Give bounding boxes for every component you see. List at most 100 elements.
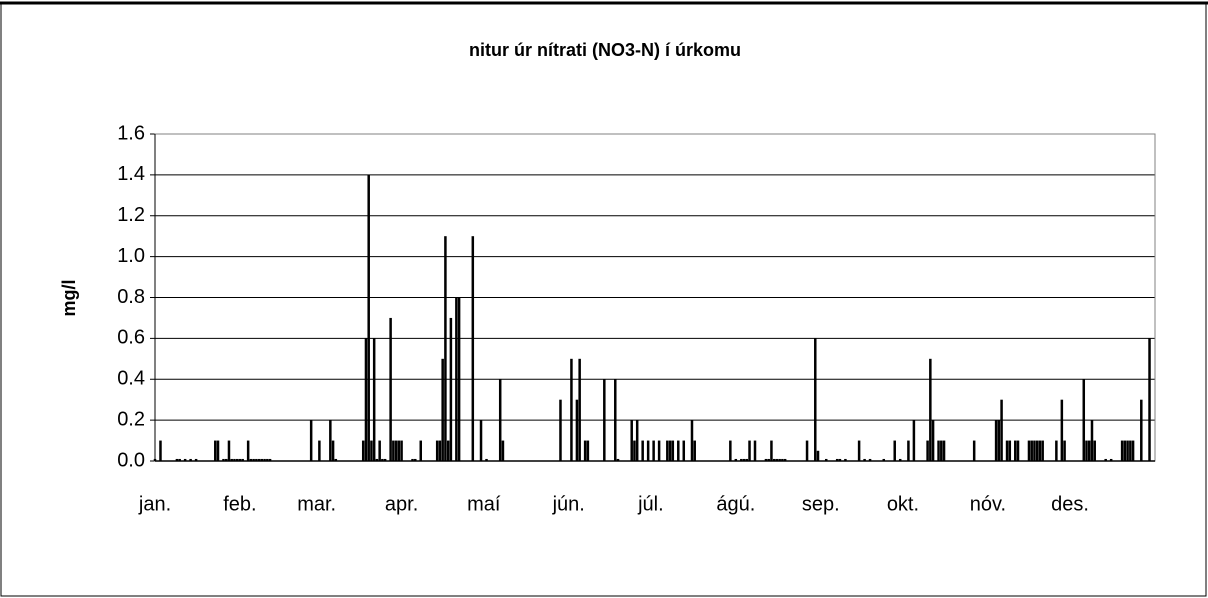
bar xyxy=(748,440,751,461)
bar xyxy=(485,458,488,461)
bar xyxy=(233,458,236,461)
bar xyxy=(400,440,403,461)
bar xyxy=(255,458,258,461)
bar xyxy=(857,440,861,461)
bar xyxy=(772,458,776,461)
bar xyxy=(378,440,381,461)
bar xyxy=(586,440,590,461)
x-tick-label: okt. xyxy=(887,493,919,515)
x-tick-label: jan. xyxy=(138,493,171,515)
bar xyxy=(364,338,368,461)
bar xyxy=(189,458,192,461)
bar xyxy=(1033,440,1036,461)
x-tick-label: júl. xyxy=(637,493,664,515)
bar xyxy=(249,458,253,461)
bar xyxy=(389,317,392,461)
bar xyxy=(238,458,242,461)
bar xyxy=(753,440,757,461)
chart-frame xyxy=(0,3,1207,597)
bar xyxy=(742,458,746,461)
bar xyxy=(1109,458,1113,461)
bar xyxy=(641,440,644,461)
bar xyxy=(260,458,264,461)
x-tick-label: des. xyxy=(1051,493,1089,515)
bar xyxy=(668,440,672,461)
bar xyxy=(816,450,820,461)
bar xyxy=(414,458,417,461)
bar xyxy=(603,379,606,461)
bar xyxy=(652,440,655,461)
bar xyxy=(1005,440,1009,461)
bar xyxy=(501,440,505,461)
bar xyxy=(1090,420,1094,461)
bar xyxy=(575,399,579,461)
bar xyxy=(690,420,694,461)
y-tick-label: 0.0 xyxy=(117,449,145,471)
bar xyxy=(671,440,675,461)
bar xyxy=(929,358,932,461)
bar xyxy=(455,297,458,461)
bar xyxy=(942,440,946,461)
bar xyxy=(614,379,617,461)
bar xyxy=(578,358,581,461)
bar xyxy=(666,440,669,461)
bar xyxy=(372,338,376,461)
chart-title: nitur úr nítrati (NO3-N) í úrkomu xyxy=(469,40,741,60)
bar xyxy=(931,420,935,461)
bar xyxy=(441,358,444,461)
bar xyxy=(657,440,661,461)
bar xyxy=(1027,440,1031,461)
bar xyxy=(194,458,198,461)
bar xyxy=(216,440,220,461)
bar xyxy=(498,379,502,461)
x-tick-label: ágú. xyxy=(716,493,755,515)
bar xyxy=(1129,440,1132,461)
bar xyxy=(734,458,738,461)
bar xyxy=(1123,440,1127,461)
bar xyxy=(764,458,768,461)
bar xyxy=(1131,440,1135,461)
y-tick-label: 1.2 xyxy=(117,204,145,226)
bar xyxy=(1120,440,1124,461)
bar xyxy=(235,458,239,461)
bar xyxy=(367,174,370,461)
bar xyxy=(646,440,650,461)
bar xyxy=(334,458,338,461)
bar xyxy=(814,338,817,461)
bar xyxy=(997,420,1001,461)
bar xyxy=(394,440,398,461)
bar xyxy=(824,458,828,461)
bar xyxy=(1126,440,1129,461)
bar xyxy=(471,236,475,461)
bar xyxy=(246,440,250,461)
bar xyxy=(397,440,401,461)
bar xyxy=(257,458,261,461)
bar xyxy=(633,440,636,461)
bar xyxy=(635,420,639,461)
bar xyxy=(175,458,179,461)
bar xyxy=(907,440,910,461)
bar xyxy=(309,420,313,461)
bar xyxy=(898,458,902,461)
bar xyxy=(940,440,943,461)
bar xyxy=(318,440,321,461)
bar xyxy=(1030,440,1033,461)
x-tick-label: feb. xyxy=(223,493,256,515)
bar xyxy=(222,458,225,461)
bar xyxy=(268,458,272,461)
bar xyxy=(383,458,387,461)
bar xyxy=(411,458,414,461)
x-tick-label: maí xyxy=(467,493,501,515)
bar xyxy=(1038,440,1042,461)
bar xyxy=(616,458,620,461)
bar xyxy=(863,458,866,461)
bar xyxy=(740,458,743,461)
y-tick-label: 1.4 xyxy=(117,163,145,185)
bar xyxy=(1140,399,1143,461)
bar xyxy=(183,458,187,461)
bar xyxy=(559,399,562,461)
x-tick-label: mar. xyxy=(297,493,336,515)
bar xyxy=(1035,440,1039,461)
bar xyxy=(252,458,255,461)
